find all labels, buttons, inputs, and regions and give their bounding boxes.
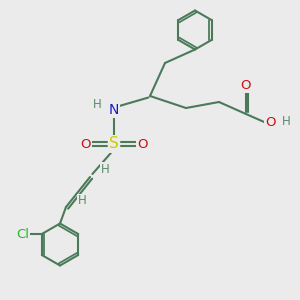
Text: S: S — [109, 136, 119, 152]
Text: H: H — [282, 115, 291, 128]
Text: O: O — [241, 79, 251, 92]
Text: H: H — [93, 98, 102, 112]
Text: H: H — [100, 163, 109, 176]
Text: O: O — [137, 137, 148, 151]
Text: N: N — [109, 103, 119, 116]
Text: Cl: Cl — [16, 227, 29, 241]
Text: O: O — [80, 137, 91, 151]
Text: O: O — [265, 116, 275, 130]
Text: H: H — [78, 194, 87, 208]
